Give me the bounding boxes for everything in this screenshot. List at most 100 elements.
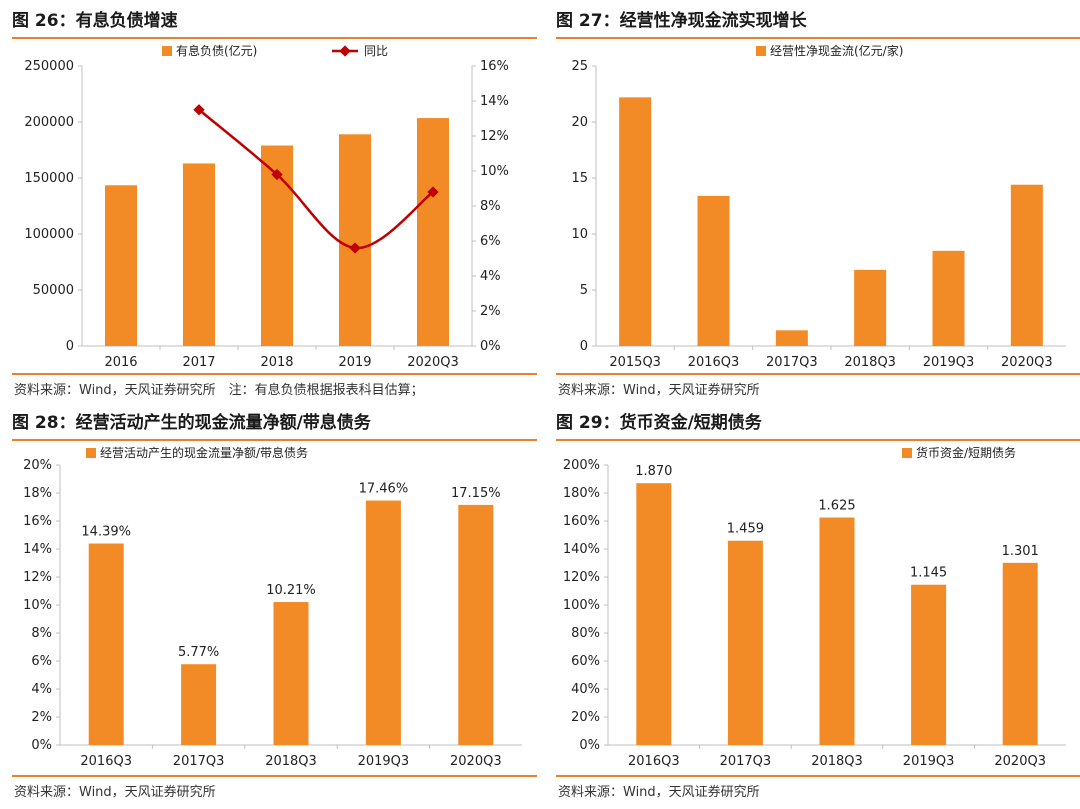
data-label: 1.625 (818, 499, 855, 514)
bar (1002, 562, 1038, 745)
y-tick-label: 140% (563, 542, 600, 557)
y2-tick-label: 4% (480, 269, 501, 284)
y-tick-label: 200000 (24, 115, 74, 130)
y-tick-label: 6% (31, 654, 52, 669)
data-label: 14.39% (81, 525, 131, 540)
x-tick-label: 2015Q3 (609, 355, 661, 370)
x-tick-label: 2020Q3 (450, 754, 502, 769)
bar (105, 185, 137, 346)
y-tick-label: 120% (563, 570, 600, 585)
bar (273, 602, 309, 745)
source-note: 资料来源：Wind，天风证券研究所 (558, 785, 760, 800)
bar (854, 269, 887, 346)
y-tick-label: 4% (31, 682, 52, 697)
chart-interest-debt-growth: 0 50000 100000 150000 200000 250000 0% 2% 4% 6% 8%… (24, 43, 509, 370)
y-tick-label: 60% (571, 654, 600, 669)
divider (12, 37, 537, 39)
data-label: 10.21% (266, 583, 316, 598)
x-tick-label: 2019Q3 (923, 355, 975, 370)
x-tick-label: 2016Q3 (688, 355, 740, 370)
data-label: 17.46% (359, 482, 409, 497)
bar (365, 500, 401, 745)
chart-cash-to-short-debt: 0% 20% 40% 60% 80% 100% 120% 140% 160% 180% 200% 20… (563, 445, 1066, 769)
chart-operating-cashflow: 0 5 10 15 20 25 2015Q3 2016Q3 2017Q3 2018Q3 2019Q3… (571, 43, 1066, 370)
y-tick-label: 100000 (24, 227, 74, 242)
x-tick-label: 2018Q3 (844, 355, 896, 370)
data-label: 1.145 (910, 566, 947, 581)
x-tick-label: 2016Q3 (80, 754, 132, 769)
y-tick-label: 20% (571, 710, 600, 725)
bar (697, 195, 730, 346)
bar (1010, 184, 1043, 346)
chart-title: 图 27：经营性净现金流实现增长 (556, 11, 807, 31)
y2-tick-label: 0% (480, 339, 501, 354)
line-point (427, 186, 439, 198)
source-note: 资料来源：Wind，天风证券研究所 (14, 785, 216, 800)
x-tick-label: 2016 (104, 355, 137, 370)
x-tick-label: 2019Q3 (358, 754, 410, 769)
legend-label: 经营性净现金流(亿元/家) (770, 43, 903, 58)
divider (556, 439, 1080, 441)
x-tick-label: 2019Q3 (903, 754, 955, 769)
legend-label: 有息负债(亿元) (176, 43, 257, 58)
chart-panel-operating-cashflow: 图 27：经营性净现金流实现增长 0 5 10 15 20 25 2015Q3 2016Q3 2… (556, 5, 1080, 405)
y-tick-label: 250000 (24, 59, 74, 74)
y-tick-label: 16% (23, 514, 52, 529)
x-tick-label: 2017Q3 (720, 754, 772, 769)
x-tick-label: 2017Q3 (766, 355, 818, 370)
x-tick-label: 2019 (338, 355, 371, 370)
y-tick-label: 100% (563, 598, 600, 613)
y-tick-label: 160% (563, 514, 600, 529)
y2-tick-label: 10% (480, 164, 509, 179)
legend-label: 经营活动产生的现金流量净额/带息债务 (100, 445, 308, 460)
divider (12, 373, 537, 375)
chart-panel-interest-debt: 图 26：有息负债增速 0 50000 100000 150000 200000 2500… (12, 5, 537, 405)
chart-cashflow-to-debt: 0% 2% 4% 6% 8% 10% 12% 14% 16% 18% 20% 2016Q3 2017Q3… (23, 445, 522, 769)
bar (181, 664, 217, 745)
bar (932, 250, 965, 346)
y-tick-label: 2% (31, 710, 52, 725)
bar (775, 330, 808, 346)
source-note: 资料来源：Wind，天风证券研究所 (558, 383, 760, 398)
bar (458, 504, 494, 745)
bar (819, 517, 855, 745)
x-tick-label: 2016Q3 (628, 754, 680, 769)
y-tick-label: 15 (571, 171, 588, 186)
x-tick-label: 2017Q3 (173, 754, 225, 769)
chart-panel-cashflow-to-debt: 图 28：经营活动产生的现金流量净额/带息债务 0% 2% 4% 6% 8% 10% 12%… (12, 407, 537, 807)
source-note: 资料来源：Wind，天风证券研究所 注：有息负债根据报表科目估算； (14, 383, 424, 398)
x-tick-label: 2020Q3 (407, 355, 459, 370)
data-label: 5.77% (178, 645, 219, 660)
y-tick-label: 0 (66, 339, 74, 354)
y-tick-label: 10% (23, 598, 52, 613)
y2-tick-label: 12% (480, 129, 509, 144)
x-tick-label: 2020Q3 (1001, 355, 1053, 370)
data-label: 1.870 (635, 464, 672, 479)
bar (911, 584, 947, 745)
y-tick-label: 8% (31, 626, 52, 641)
y-tick-label: 0% (579, 738, 600, 753)
bar (339, 134, 371, 346)
y-tick-label: 80% (571, 626, 600, 641)
chart-panel-cash-to-short-debt: 图 29：货币资金/短期债务 0% 20% 40% 60% 80% 100% 120% 140… (556, 407, 1080, 807)
y-tick-label: 200% (563, 458, 600, 473)
divider (556, 775, 1080, 777)
y-tick-label: 180% (563, 486, 600, 501)
legend-bar-swatch (86, 448, 96, 458)
legend-marker (339, 45, 351, 57)
divider (556, 37, 1080, 39)
chart-title: 图 28：经营活动产生的现金流量净额/带息债务 (12, 413, 371, 433)
line-point (271, 168, 283, 181)
data-label: 1.301 (1002, 544, 1039, 559)
divider (12, 775, 537, 777)
y2-tick-label: 6% (480, 234, 501, 249)
y-tick-label: 40% (571, 682, 600, 697)
bar (619, 97, 652, 346)
chart-title: 图 26：有息负债增速 (12, 11, 178, 31)
bar (417, 118, 449, 346)
y2-tick-label: 16% (480, 59, 509, 74)
legend-bar-swatch (756, 46, 766, 56)
bar (727, 540, 763, 745)
y-tick-label: 150000 (24, 171, 74, 186)
x-tick-label: 2018 (260, 355, 293, 370)
